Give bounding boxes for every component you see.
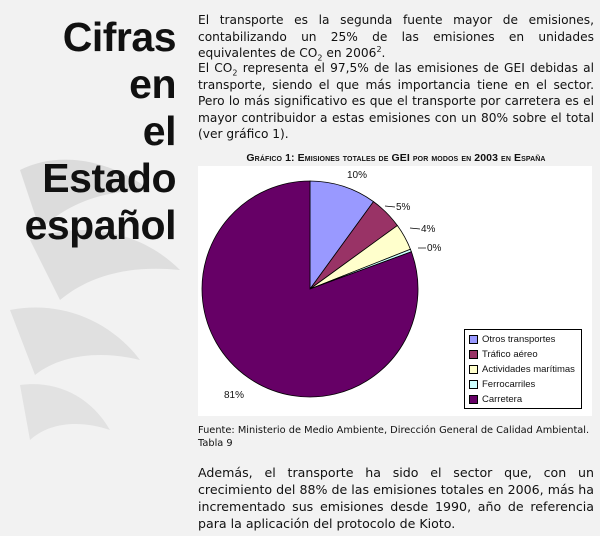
slice-label: 0% xyxy=(427,243,442,254)
legend-item: Tráfico aéreo xyxy=(469,347,577,362)
legend-label: Tráfico aéreo xyxy=(482,349,538,360)
intro-paragraph: El transporte es la segunda fuente mayor… xyxy=(198,12,594,62)
legend-swatch xyxy=(469,335,478,344)
title-line-3: español xyxy=(24,202,177,248)
legend-swatch xyxy=(469,380,478,389)
growth-paragraph: Además, el transporte ha sido el sector … xyxy=(198,465,594,531)
legend-label: Actividades marítimas xyxy=(482,364,575,375)
legend-item: Ferrocarriles xyxy=(469,377,577,392)
leader-line xyxy=(409,227,421,230)
slice-label: 10% xyxy=(347,170,367,181)
subscript: 2 xyxy=(232,68,238,78)
legend-swatch xyxy=(469,365,478,374)
subscript: 2 xyxy=(317,53,323,63)
legend-label: Otros transportes xyxy=(482,334,556,345)
title-line-1: Cifras en xyxy=(62,14,177,107)
footnote-ref: 2 xyxy=(376,44,382,54)
slice-label: 5% xyxy=(396,202,411,213)
legend-label: Carretera xyxy=(482,394,523,405)
legend-swatch xyxy=(469,395,478,404)
slice-label: 4% xyxy=(421,224,436,235)
chart-legend: Otros transportes Tráfico aéreo Actividade… xyxy=(464,329,582,409)
pie-chart: 10% 5% 4% 0% 81% Otros transportes Tráfico aé… xyxy=(198,166,592,416)
legend-item: Actividades marítimas xyxy=(469,362,577,377)
co2-paragraph: El CO2 representa el 97,5% de las emisio… xyxy=(198,60,594,143)
title-line-2: el Estado xyxy=(42,108,176,201)
page-title: Cifras en el Estado español xyxy=(18,14,177,249)
pie-slice-carretera xyxy=(201,180,419,398)
chart-title: Gráfico 1: Emisiones totales de GEI por … xyxy=(246,152,546,164)
paragraph-text: El CO xyxy=(198,61,233,75)
legend-label: Ferrocarriles xyxy=(482,379,536,390)
legend-swatch xyxy=(469,350,478,359)
decorative-leaf-shape xyxy=(10,159,180,440)
paragraph-text: en 2006 xyxy=(322,46,377,60)
paragraph-text: . xyxy=(381,46,386,60)
legend-item: Carretera xyxy=(469,392,577,407)
slice-label: 81% xyxy=(224,390,244,401)
pie-chart-svg: 10% 5% 4% 0% 81% xyxy=(201,170,442,401)
legend-item: Otros transportes xyxy=(469,332,577,347)
leader-line xyxy=(384,205,396,208)
paragraph-text: representa el 97,5% de las emisiones de … xyxy=(198,61,594,141)
source-note: Fuente: Ministerio de Medio Ambiente, Di… xyxy=(198,425,590,449)
paragraph-text: El transporte es la segunda fuente mayor… xyxy=(198,13,594,60)
